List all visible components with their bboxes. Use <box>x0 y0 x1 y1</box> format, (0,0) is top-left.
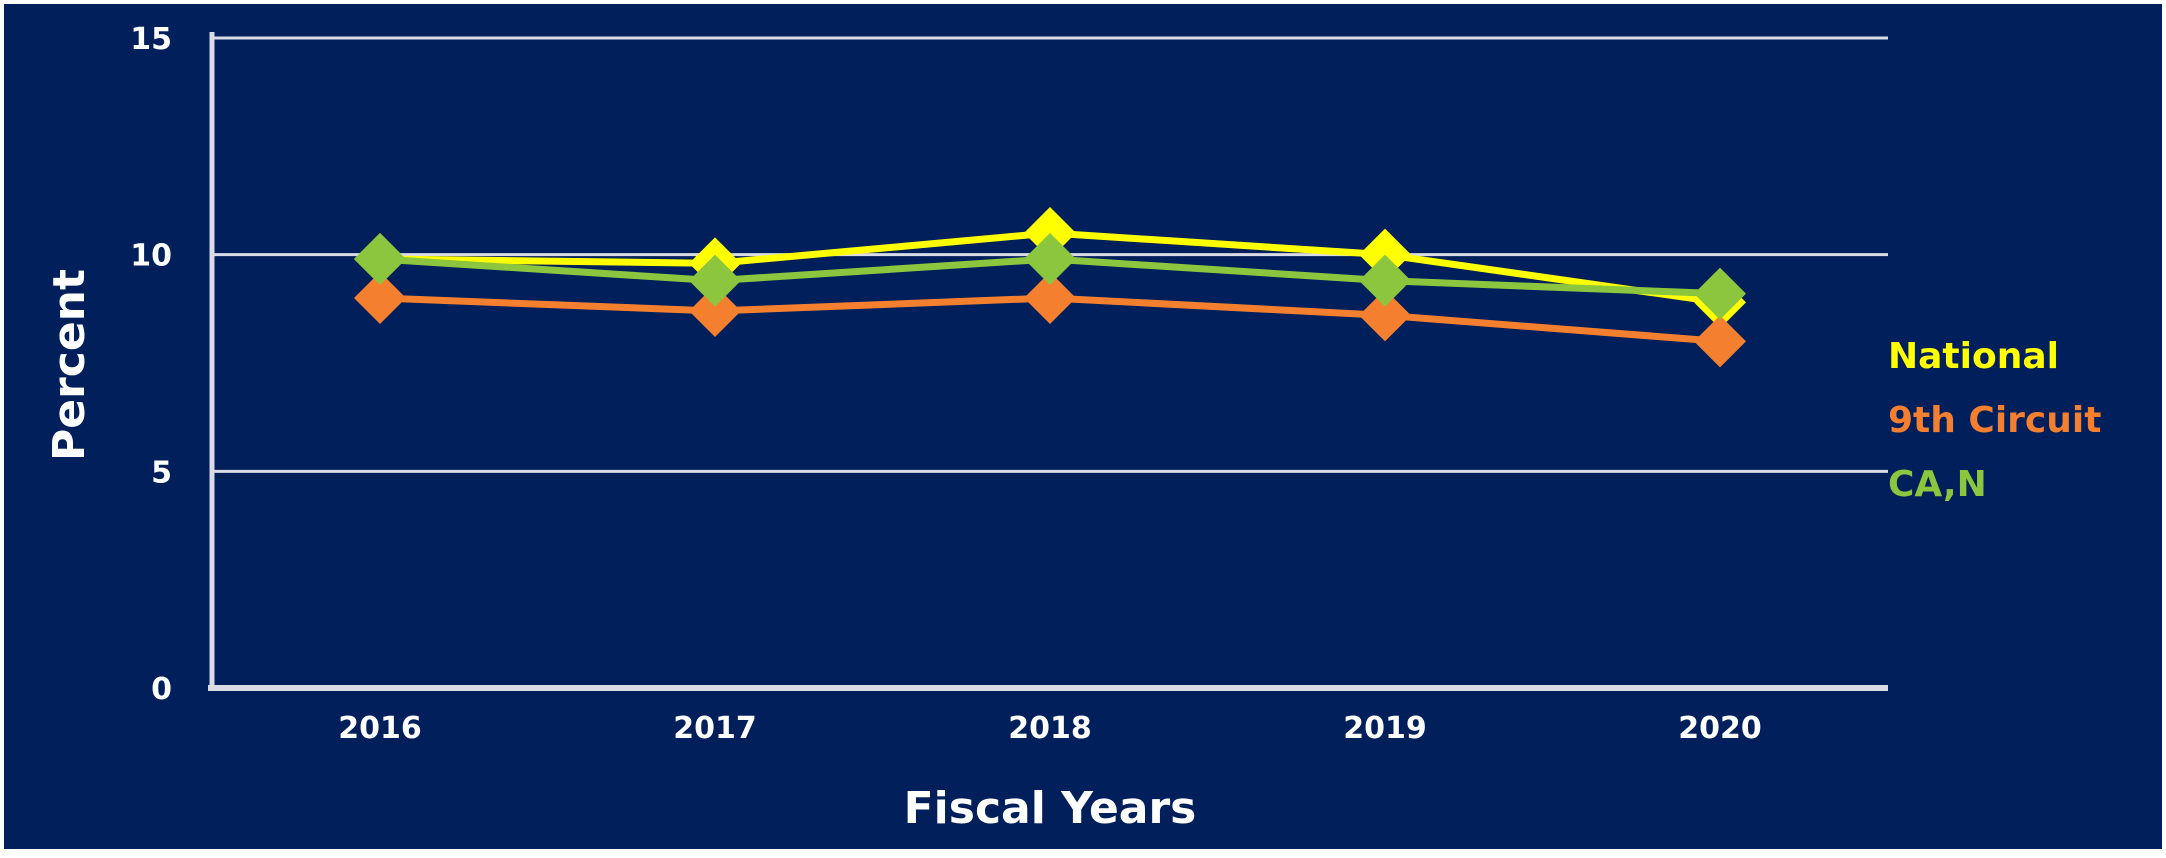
data-point <box>1694 267 1746 320</box>
legend-entry: CA,N <box>1888 464 1987 505</box>
data-point <box>689 254 741 307</box>
series-ca-n <box>354 233 1746 320</box>
data-point <box>354 233 406 285</box>
series <box>354 207 1746 368</box>
x-tick-labels: 2016 2017 2018 2019 2020 <box>338 711 1762 746</box>
y-tick-label: 10 <box>130 239 172 274</box>
x-tick-label: 2018 <box>1008 711 1092 746</box>
data-point <box>1694 315 1746 368</box>
y-tick-label: 0 <box>151 672 172 707</box>
data-point <box>1359 289 1411 342</box>
legend-entry: 9th Circuit <box>1888 400 2101 441</box>
x-tick-label: 2019 <box>1343 711 1427 746</box>
legend-entry: National <box>1888 336 2059 377</box>
x-axis-title: Fiscal Years <box>904 783 1197 834</box>
data-point <box>689 285 741 337</box>
y-tick-labels: 0 5 10 15 <box>130 22 172 707</box>
data-point <box>354 272 406 324</box>
data-point <box>1024 272 1076 324</box>
data-point <box>1359 228 1411 281</box>
legend: National 9th Circuit CA,N <box>1888 336 2101 505</box>
y-tick-label: 5 <box>151 455 172 490</box>
x-tick-label: 2016 <box>338 711 422 746</box>
x-tick-label: 2020 <box>1678 711 1762 746</box>
x-tick-label: 2017 <box>673 711 757 746</box>
series-9th-circuit <box>354 272 1746 368</box>
y-tick-label: 15 <box>130 22 172 57</box>
chart-background <box>4 4 2162 849</box>
y-axis-title: Percent <box>44 269 95 461</box>
data-point <box>1024 233 1076 285</box>
data-point <box>1359 254 1411 307</box>
axes <box>208 32 1888 691</box>
